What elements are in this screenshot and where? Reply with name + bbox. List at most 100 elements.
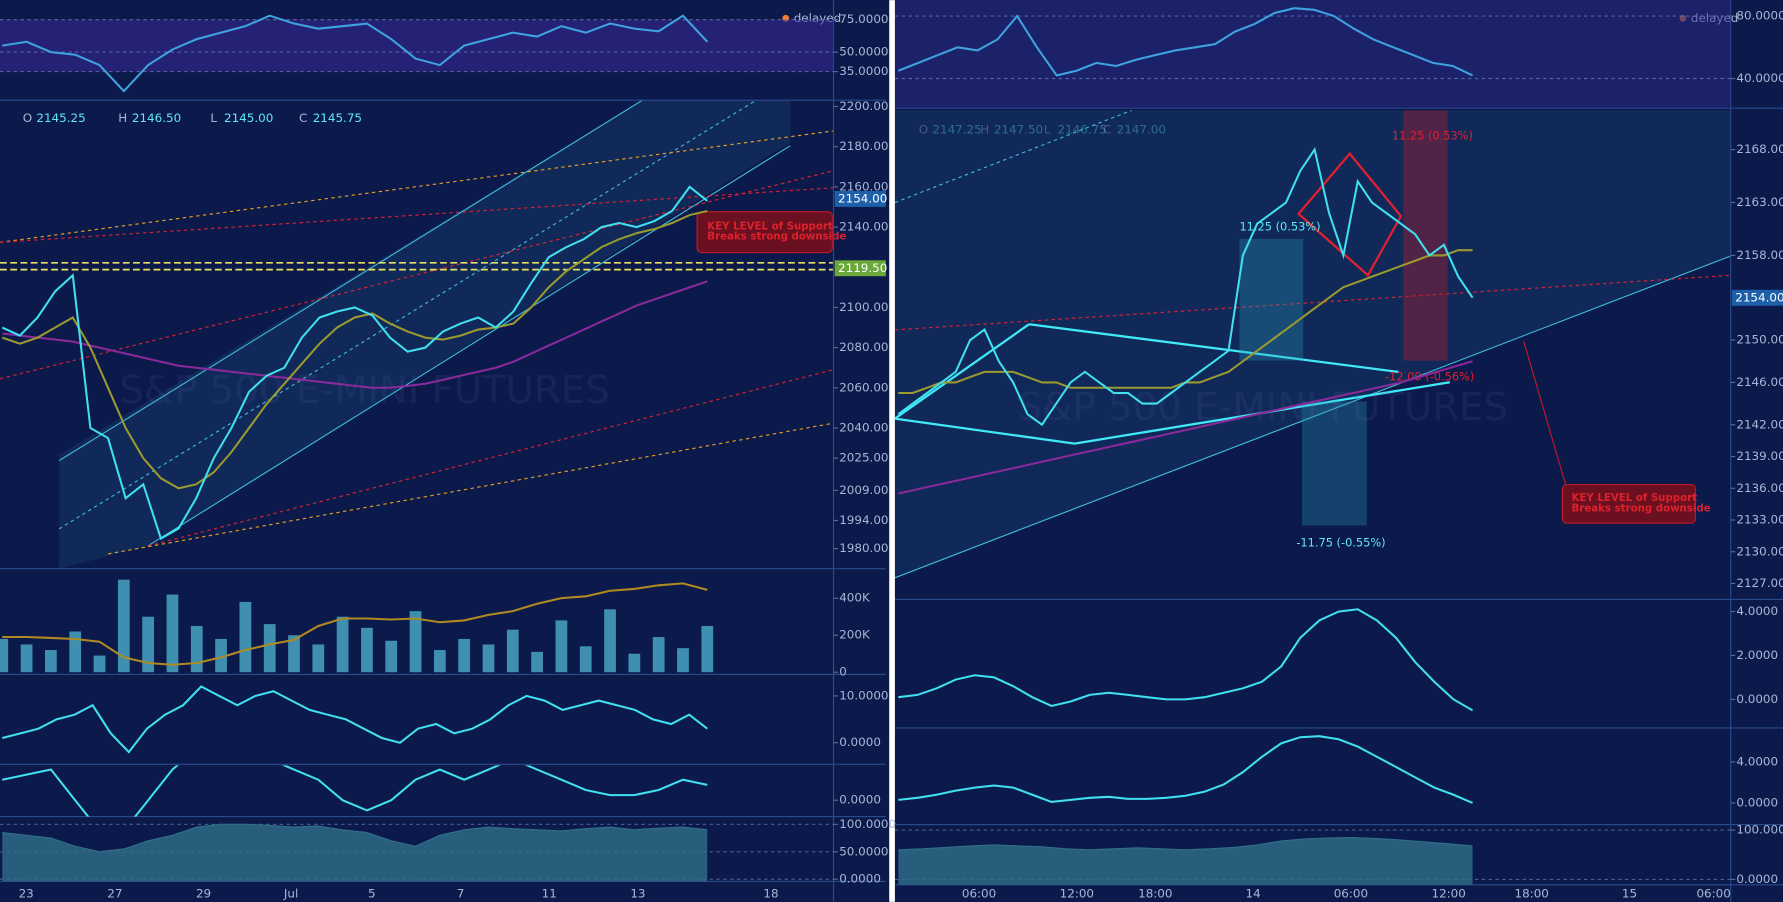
annotation: Breaks strong downside xyxy=(707,232,846,243)
x-tick-label: 7 xyxy=(457,886,465,900)
ohlc-key: O xyxy=(23,111,32,125)
ohlc-key: C xyxy=(299,111,307,125)
ohlc-key: C xyxy=(1103,122,1111,136)
volume-bar xyxy=(93,655,106,673)
y-tick-label: 50.0000 xyxy=(839,45,888,59)
ohlc-key: O xyxy=(919,122,928,136)
ohlc-value: 2145.75 xyxy=(313,111,362,125)
y-tick-label: 2.0000 xyxy=(1736,648,1778,662)
series-line xyxy=(898,735,1473,804)
volume-bar xyxy=(458,638,471,673)
y-tick-label: 2133.00 xyxy=(1736,513,1783,527)
volume-bar xyxy=(312,644,325,673)
y-tick-label: 0.0000 xyxy=(1736,795,1778,809)
series-line xyxy=(898,360,1473,495)
y-tick-label: 2080.00 xyxy=(839,340,888,354)
y-tick-label: 0.0000 xyxy=(1736,872,1778,886)
y-tick-label: 35.0000 xyxy=(839,64,888,78)
volume-bar xyxy=(361,627,373,673)
x-tick-label: Jul xyxy=(283,886,298,900)
volume-bar xyxy=(555,620,568,673)
ohlc-value: 2146.75 xyxy=(1058,122,1107,136)
volume-bar xyxy=(677,648,689,673)
x-tick-label: 06:00 xyxy=(1334,886,1368,900)
y-tick-label: 2163.00 xyxy=(1736,195,1783,209)
volume-bar xyxy=(336,616,349,673)
volume-bar xyxy=(190,625,203,673)
price-panel xyxy=(897,147,1474,495)
x-tick-label: 27 xyxy=(107,886,122,900)
volume-bar xyxy=(45,650,57,673)
y-tick-label: 0.0000 xyxy=(839,735,881,749)
osc-panel xyxy=(0,823,834,882)
macd-panel xyxy=(898,608,1474,712)
ohlc-value: 2145.25 xyxy=(36,111,85,125)
series-line xyxy=(2,765,708,817)
y-tick-label: 2139.00 xyxy=(1736,449,1783,463)
y-tick-label: 2025.00 xyxy=(839,451,888,465)
ohlc-key: L xyxy=(210,111,217,125)
area-fill xyxy=(2,824,708,882)
stoch-panel xyxy=(898,735,1473,804)
annotation: KEY LEVEL of Support xyxy=(707,221,833,232)
ohlc-key: L xyxy=(1044,122,1051,136)
volume-bar xyxy=(482,644,495,673)
annotation: KEY LEVEL of Support xyxy=(1571,493,1697,504)
series-line xyxy=(2,582,708,666)
ohlc-value: 2147.50 xyxy=(994,122,1043,136)
volume-bar xyxy=(604,609,616,673)
volume-bar xyxy=(142,616,155,673)
ohlc-value: 2145.00 xyxy=(224,111,273,125)
measure-label: -12.00 (-0.56%) xyxy=(1385,370,1474,384)
x-tick-label: 13 xyxy=(630,886,645,900)
price-marker-label: 2154.00 xyxy=(838,191,887,205)
rsi-band xyxy=(0,19,834,72)
series-line xyxy=(1,209,708,490)
y-tick-label: 75.0000 xyxy=(839,12,888,26)
volume-bar xyxy=(385,640,398,673)
y-tick-label: 2009.00 xyxy=(839,483,888,497)
price-marker xyxy=(834,190,886,207)
y-tick-label: 2130.00 xyxy=(1736,544,1783,558)
series-line xyxy=(897,147,1474,427)
y-tick-label: 4.0000 xyxy=(1736,754,1778,768)
volume-bar xyxy=(531,651,543,673)
x-tick-label: 5 xyxy=(368,886,376,900)
series-line xyxy=(2,14,709,93)
annotation: Breaks strong downside xyxy=(1571,503,1710,514)
volume-panel xyxy=(0,579,714,673)
volume-bar xyxy=(117,579,130,673)
y-tick-label: 1980.00 xyxy=(839,541,888,555)
y-tick-label: 400K xyxy=(839,591,871,605)
volume-bar xyxy=(433,650,446,673)
series-line xyxy=(898,836,1473,851)
y-tick-label: 10.0000 xyxy=(839,688,888,702)
rsi-panel xyxy=(0,14,834,93)
y-tick-label: 2142.00 xyxy=(1736,417,1783,431)
y-tick-label: 40.0000 xyxy=(1736,71,1783,85)
y-tick-label: 2160.00 xyxy=(839,179,888,193)
y-tick-label: 80.0000 xyxy=(1736,9,1783,23)
volume-bar xyxy=(239,601,252,673)
left-drawings xyxy=(0,99,834,569)
y-tick-label: 200K xyxy=(839,628,871,642)
watermark: S&P 500 E-MINI FUTURES xyxy=(119,368,609,413)
x-tick-label: 23 xyxy=(19,886,34,900)
volume-bar xyxy=(263,624,276,673)
ohlc-key: H xyxy=(118,111,127,125)
y-tick-label: 50.0000 xyxy=(839,844,888,858)
y-tick-label: 2100.00 xyxy=(839,300,888,314)
x-tick-label: 18:00 xyxy=(1515,886,1549,900)
watermark: S&P 500 E-MINI FUTURES xyxy=(1018,385,1508,430)
rsi-bg xyxy=(894,0,1731,109)
y-tick-label: 2060.00 xyxy=(839,380,888,394)
measure-label: 11.25 (0.53%) xyxy=(1239,220,1320,234)
x-tick-label: 14 xyxy=(1246,886,1261,900)
x-tick-label: 06:00 xyxy=(962,886,996,900)
ohlc-value: 2147.25 xyxy=(932,122,981,136)
volume-bar xyxy=(69,631,82,673)
area-fill xyxy=(898,837,1473,885)
y-tick-label: 0.0000 xyxy=(1736,692,1778,706)
y-tick-label: 2168.00 xyxy=(1736,142,1783,156)
